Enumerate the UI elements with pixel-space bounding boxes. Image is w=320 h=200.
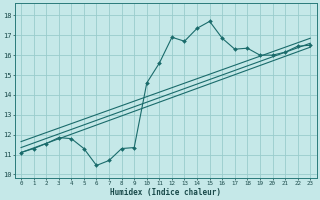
X-axis label: Humidex (Indice chaleur): Humidex (Indice chaleur) <box>110 188 221 197</box>
